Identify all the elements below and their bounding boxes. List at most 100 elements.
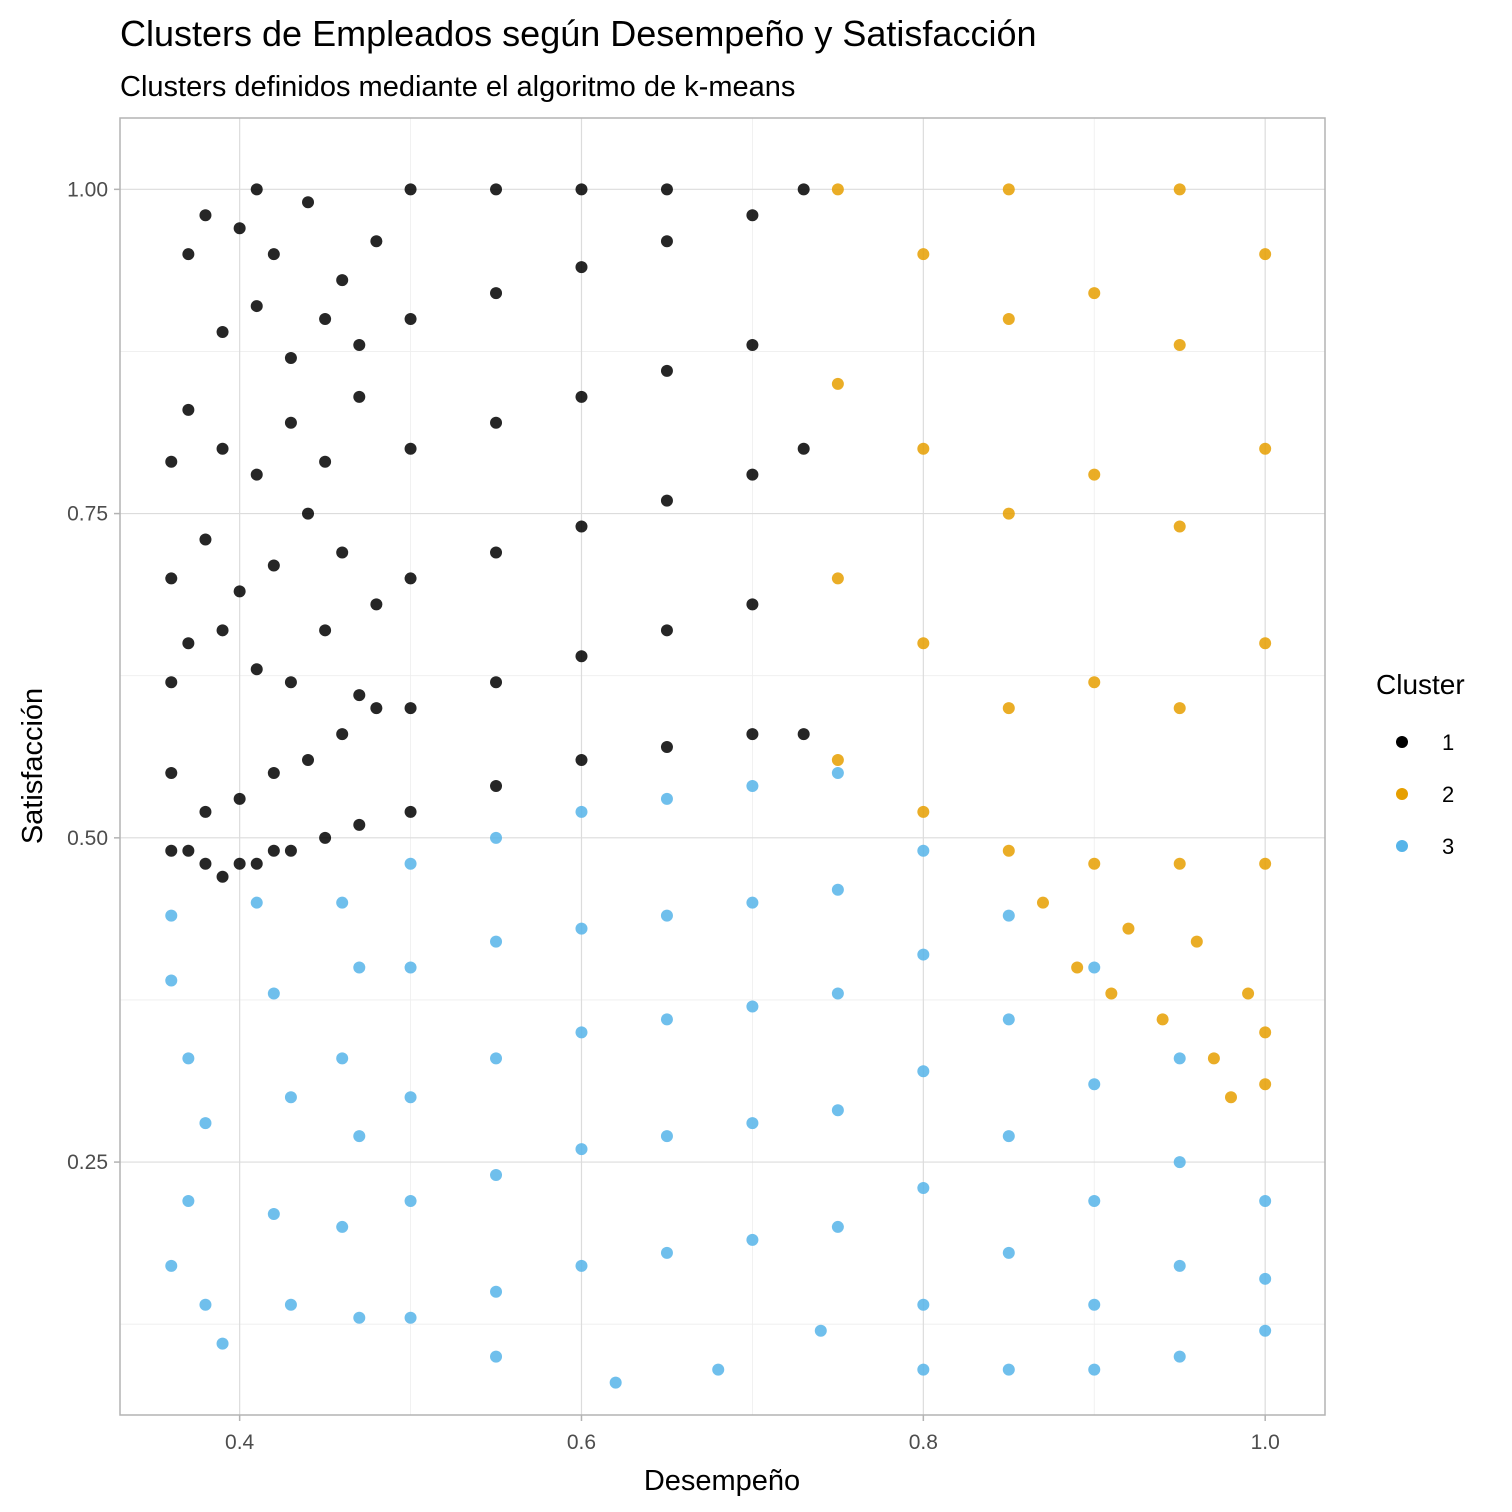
- data-point-cluster-3: [660, 1130, 673, 1143]
- data-point-cluster-3: [336, 896, 349, 909]
- data-point-cluster-3: [609, 1376, 622, 1389]
- data-point-cluster-1: [575, 520, 588, 533]
- data-point-cluster-1: [233, 857, 246, 870]
- data-point-cluster-3: [831, 1220, 844, 1233]
- data-point-cluster-2: [831, 377, 844, 390]
- data-point-cluster-2: [917, 442, 930, 455]
- data-point-cluster-1: [370, 702, 383, 715]
- data-point-cluster-3: [199, 1298, 212, 1311]
- data-point-cluster-3: [712, 1363, 725, 1376]
- data-point-cluster-3: [1259, 1324, 1272, 1337]
- data-point-cluster-1: [797, 442, 810, 455]
- data-point-cluster-3: [353, 1130, 366, 1143]
- chart-subtitle: Clusters definidos mediante el algoritmo…: [120, 71, 795, 103]
- data-point-cluster-3: [746, 896, 759, 909]
- y-tick-label: 1.00: [67, 178, 108, 201]
- data-point-cluster-1: [182, 637, 195, 650]
- data-point-cluster-1: [233, 585, 246, 598]
- data-point-cluster-3: [831, 1104, 844, 1117]
- data-point-cluster-2: [1190, 935, 1203, 948]
- data-point-cluster-2: [1088, 676, 1101, 689]
- x-tick-label: 0.6: [567, 1431, 596, 1454]
- data-point-cluster-2: [1207, 1052, 1220, 1065]
- data-point-cluster-3: [1088, 1194, 1101, 1207]
- data-point-cluster-3: [490, 935, 503, 948]
- data-point-cluster-3: [917, 1182, 930, 1195]
- data-point-cluster-1: [250, 857, 263, 870]
- data-point-cluster-3: [831, 883, 844, 896]
- data-point-cluster-2: [1242, 987, 1255, 1000]
- data-point-cluster-3: [336, 1220, 349, 1233]
- y-tick-label: 0.50: [67, 827, 108, 850]
- legend-label-1: 1: [1442, 730, 1454, 755]
- data-point-cluster-3: [336, 1052, 349, 1065]
- data-point-cluster-1: [182, 403, 195, 416]
- data-point-cluster-3: [917, 1065, 930, 1078]
- data-point-cluster-2: [1088, 468, 1101, 481]
- data-point-cluster-1: [660, 364, 673, 377]
- legend-key-2: [1396, 788, 1408, 800]
- data-point-cluster-1: [336, 728, 349, 741]
- data-point-cluster-2: [831, 183, 844, 196]
- data-point-cluster-1: [199, 857, 212, 870]
- data-point-cluster-2: [917, 637, 930, 650]
- data-point-cluster-3: [575, 1143, 588, 1156]
- data-point-cluster-1: [404, 572, 417, 585]
- data-point-cluster-2: [1259, 637, 1272, 650]
- data-point-cluster-1: [250, 663, 263, 676]
- data-point-cluster-3: [1002, 1363, 1015, 1376]
- data-point-cluster-3: [660, 909, 673, 922]
- x-tick-label: 1.0: [1251, 1431, 1280, 1454]
- data-point-cluster-2: [1088, 857, 1101, 870]
- data-point-cluster-3: [831, 766, 844, 779]
- y-axis-title: Satisfacción: [17, 688, 49, 844]
- data-point-cluster-3: [404, 1311, 417, 1324]
- data-point-cluster-3: [284, 1298, 297, 1311]
- data-point-cluster-1: [319, 831, 332, 844]
- data-point-cluster-3: [746, 1233, 759, 1246]
- data-point-cluster-3: [575, 922, 588, 935]
- data-point-cluster-3: [490, 1052, 503, 1065]
- data-point-cluster-1: [660, 183, 673, 196]
- data-point-cluster-3: [1002, 1246, 1015, 1259]
- data-point-cluster-1: [660, 494, 673, 507]
- data-point-cluster-1: [336, 274, 349, 287]
- data-point-cluster-1: [267, 766, 280, 779]
- data-point-cluster-3: [165, 974, 178, 987]
- data-point-cluster-2: [1173, 338, 1186, 351]
- panel-border: [119, 117, 1326, 1416]
- data-point-cluster-2: [1088, 287, 1101, 300]
- y-tick-label: 0.25: [67, 1151, 108, 1174]
- data-point-cluster-3: [746, 779, 759, 792]
- data-point-cluster-1: [353, 689, 366, 702]
- data-point-cluster-3: [250, 896, 263, 909]
- data-point-cluster-3: [165, 909, 178, 922]
- data-point-cluster-3: [1173, 1052, 1186, 1065]
- data-point-cluster-1: [319, 455, 332, 468]
- data-point-cluster-1: [165, 844, 178, 857]
- data-point-cluster-1: [199, 209, 212, 222]
- data-point-cluster-1: [370, 598, 383, 611]
- data-point-cluster-1: [490, 183, 503, 196]
- data-point-cluster-2: [831, 572, 844, 585]
- data-point-cluster-3: [746, 1117, 759, 1130]
- data-point-cluster-2: [1259, 248, 1272, 261]
- data-point-cluster-1: [267, 844, 280, 857]
- data-point-cluster-1: [575, 650, 588, 663]
- data-point-cluster-2: [1259, 442, 1272, 455]
- chart-title: Clusters de Empleados según Desempeño y …: [120, 13, 1037, 54]
- data-point-cluster-1: [797, 728, 810, 741]
- data-point-cluster-2: [831, 754, 844, 767]
- data-point-cluster-2: [1259, 1078, 1272, 1091]
- data-point-cluster-1: [302, 754, 315, 767]
- data-point-cluster-3: [182, 1194, 195, 1207]
- data-point-cluster-1: [404, 183, 417, 196]
- x-tick-label: 0.4: [225, 1431, 255, 1454]
- legend: Cluster 1 2 3: [1376, 669, 1465, 859]
- data-point-cluster-1: [404, 805, 417, 818]
- data-point-cluster-1: [575, 390, 588, 403]
- data-point-cluster-1: [233, 792, 246, 805]
- data-point-cluster-2: [917, 248, 930, 261]
- data-point-cluster-1: [353, 338, 366, 351]
